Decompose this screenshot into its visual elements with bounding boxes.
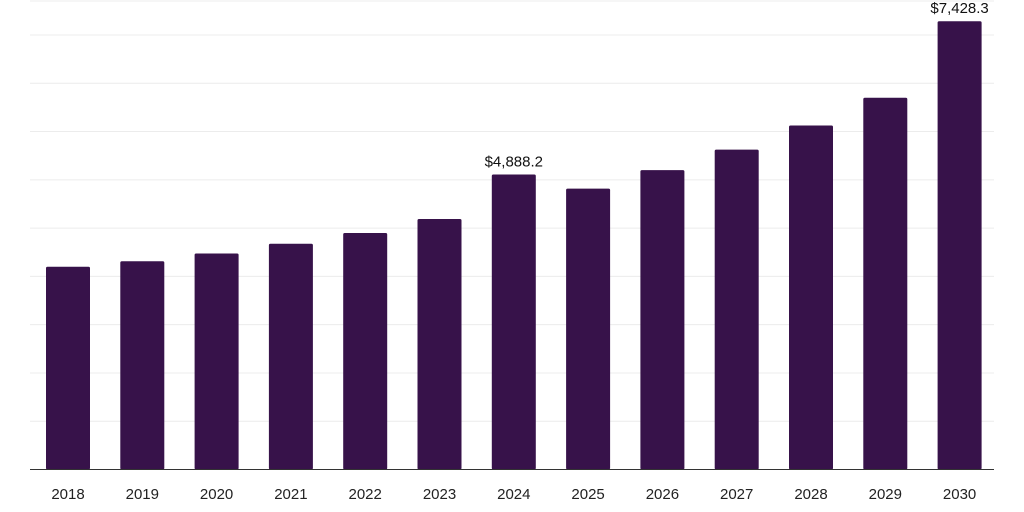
- x-tick-label: 2028: [794, 486, 827, 503]
- bar-2023[interactable]: [417, 219, 462, 470]
- bar-2025[interactable]: [566, 188, 611, 470]
- x-tick-label: 2025: [571, 486, 604, 503]
- data-label-2030: $7,428.3: [930, 0, 988, 17]
- x-axis-ticks: 2018 2019 2020 2021 2022 2023 2024 2025 2026 2027…: [51, 486, 976, 503]
- bar-2018[interactable]: [46, 266, 90, 470]
- x-tick-label: 2029: [869, 486, 902, 503]
- x-tick-label: 2024: [497, 486, 530, 503]
- x-tick-label: 2023: [423, 486, 456, 503]
- x-tick-label: 2026: [646, 486, 679, 503]
- bar-2022[interactable]: [343, 232, 388, 470]
- bar-2019[interactable]: [120, 261, 165, 470]
- bars-layer: [46, 21, 982, 470]
- x-tick-label: 2022: [349, 486, 382, 503]
- data-label-2024: $4,888.2: [485, 154, 543, 171]
- x-tick-label: 2021: [274, 486, 307, 503]
- bar-2024[interactable]: [491, 174, 536, 470]
- bar-2029[interactable]: [863, 97, 908, 470]
- bar-2030[interactable]: [937, 21, 982, 470]
- x-tick-label: 2020: [200, 486, 233, 503]
- bar-2028[interactable]: [789, 125, 833, 470]
- x-tick-label: 2030: [943, 486, 976, 503]
- bar-2026[interactable]: [640, 170, 685, 470]
- x-tick-label: 2018: [51, 486, 84, 503]
- x-tick-label: 2019: [126, 486, 159, 503]
- bar-2027[interactable]: [714, 149, 759, 470]
- bar-2021[interactable]: [268, 243, 313, 470]
- bar-2020[interactable]: [194, 253, 239, 470]
- x-tick-label: 2027: [720, 486, 753, 503]
- labels-layer: $4,888.2 $7,428.3: [485, 0, 989, 170]
